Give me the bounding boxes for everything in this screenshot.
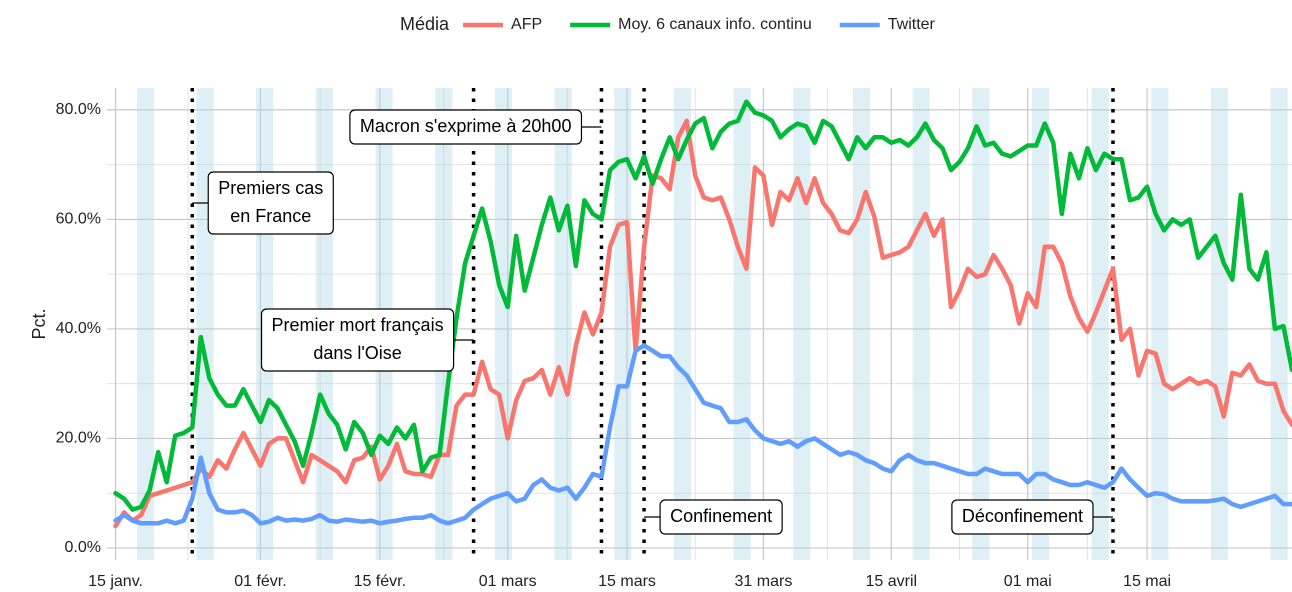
y-tick-label: 80.0% bbox=[56, 101, 101, 118]
x-tick-label: 01 mai bbox=[1004, 573, 1052, 590]
weekend-band bbox=[1211, 88, 1229, 560]
annotation-label: Premiers cas bbox=[218, 178, 323, 198]
y-tick-label: 20.0% bbox=[56, 430, 101, 447]
weekend-band bbox=[673, 88, 691, 560]
annotation: Premiers cas en France bbox=[192, 171, 334, 235]
series-line bbox=[113, 99, 1292, 512]
annotation: Déconfinement bbox=[951, 499, 1113, 535]
weekend-band bbox=[852, 88, 871, 560]
weekend-band bbox=[196, 88, 214, 560]
legend-title: Média bbox=[400, 14, 450, 34]
annotation-label: dans l'Oise bbox=[313, 343, 401, 363]
weekend-band bbox=[494, 88, 512, 560]
annotation-label: en France bbox=[230, 206, 311, 226]
weekend-band bbox=[1091, 88, 1109, 560]
x-tick-label: 15 févr. bbox=[354, 573, 406, 590]
annotation: Confinement bbox=[644, 499, 783, 535]
weekend-band bbox=[912, 88, 930, 560]
weekend-band bbox=[614, 88, 632, 560]
y-tick-label: 60.0% bbox=[56, 211, 101, 228]
weekend-band bbox=[136, 88, 154, 560]
series-line bbox=[113, 343, 1292, 526]
annotation-label: Confinement bbox=[670, 506, 772, 526]
weekend-band bbox=[1270, 88, 1288, 560]
annotation-label: Déconfinement bbox=[962, 506, 1083, 526]
x-tick-label: 15 avril bbox=[866, 573, 918, 590]
weekend-band bbox=[733, 88, 751, 560]
annotation: Macron s'exprime à 20h00 bbox=[349, 109, 602, 145]
weekend-band bbox=[972, 88, 990, 560]
y-tick-label: 0.0% bbox=[65, 539, 101, 556]
x-tick-label: 15 mai bbox=[1123, 573, 1171, 590]
y-axis-label: Pct. bbox=[29, 308, 49, 339]
x-tick-label: 15 janv. bbox=[88, 573, 143, 590]
x-tick-label: 01 mars bbox=[479, 573, 537, 590]
annotation-label: Macron s'exprime à 20h00 bbox=[360, 116, 572, 136]
x-tick-label: 01 févr. bbox=[234, 573, 286, 590]
weekend-band bbox=[1031, 88, 1050, 560]
x-tick-label: 31 mars bbox=[735, 573, 793, 590]
annotation: Premier mort français dans l'Oise bbox=[260, 308, 474, 372]
annotation-label: Premier mort français bbox=[272, 315, 444, 335]
legend-label: Twitter bbox=[888, 16, 936, 33]
y-tick-label: 40.0% bbox=[56, 320, 101, 337]
weekend-band bbox=[1151, 88, 1169, 560]
x-tick-label: 15 mars bbox=[598, 573, 656, 590]
legend-label: AFP bbox=[511, 16, 542, 33]
legend-label: Moy. 6 canaux info. continu bbox=[618, 16, 812, 33]
plot-area bbox=[107, 88, 1292, 560]
series-line bbox=[113, 118, 1292, 529]
weekend-band bbox=[793, 88, 811, 560]
